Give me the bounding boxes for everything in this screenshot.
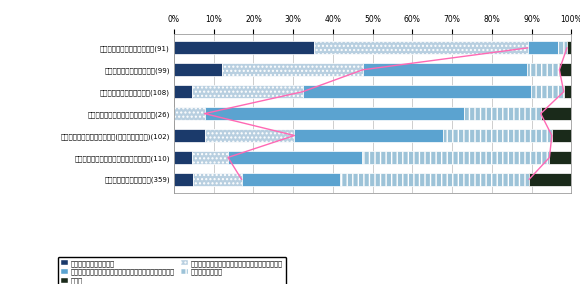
Bar [443,129,552,142]
Bar [567,41,571,55]
Bar [228,151,361,164]
Bar [541,107,571,120]
Bar [295,129,443,142]
Bar [531,85,564,98]
Bar [558,41,567,55]
Bar [552,129,571,142]
Bar [559,63,571,76]
Bar [174,41,314,55]
Bar [192,151,228,164]
Bar [465,107,541,120]
Bar [527,63,559,76]
Bar [174,173,193,186]
Bar [205,107,465,120]
Bar [241,173,340,186]
Bar [314,41,528,55]
Bar [362,63,527,76]
Bar [174,107,205,120]
Bar [361,151,549,164]
Bar [174,63,222,76]
Bar [193,173,241,186]
Bar [528,41,558,55]
Bar [222,63,362,76]
Bar [174,129,205,142]
Bar [205,129,295,142]
Bar [193,85,303,98]
Bar [549,151,571,164]
Bar [340,173,529,186]
Bar [564,85,571,98]
Legend: テレワークのみの働き方, 通勤による業務を主として、時々テレワークをする働き方, その他, テレワークを主として、時々通勤するような働き方, 通勤のみの働き方: テレワークのみの働き方, 通勤による業務を主として、時々テレワークをする働き方,… [58,257,286,284]
Bar [174,85,193,98]
Bar [529,173,571,186]
Bar [174,151,192,164]
Bar [303,85,531,98]
